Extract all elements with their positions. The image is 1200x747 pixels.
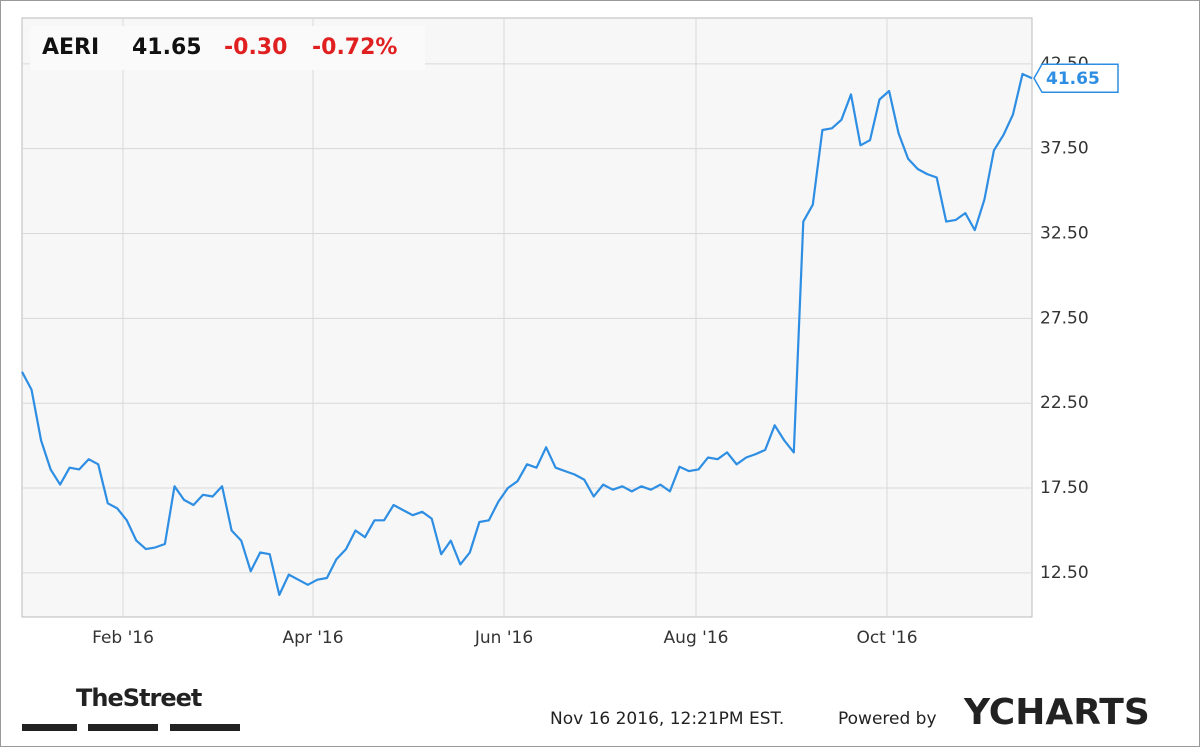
price-line xyxy=(21,72,1033,597)
logo-bar xyxy=(22,724,77,731)
logo-bar xyxy=(170,724,240,731)
ticker: AERI xyxy=(42,35,99,60)
y-tick-label: 27.50 xyxy=(1040,308,1089,328)
source-logo: TheStreet xyxy=(76,684,202,712)
y-tick-label: 37.50 xyxy=(1040,139,1089,159)
brand-logo: YCHARTS xyxy=(963,692,1150,733)
powered-by: Powered by xyxy=(838,709,937,729)
y-tick-label: 32.50 xyxy=(1040,224,1089,244)
change-pct: -0.72% xyxy=(312,35,397,60)
y-tick-label: 12.50 xyxy=(1040,563,1089,583)
x-tick-label: Oct '16 xyxy=(856,628,917,648)
last-value-label: 41.65 xyxy=(1046,69,1100,89)
price: 41.65 xyxy=(132,35,202,60)
y-tick-label: 17.50 xyxy=(1040,478,1089,498)
change: -0.30 xyxy=(224,35,287,60)
x-tick-label: Feb '16 xyxy=(92,628,154,648)
header-box xyxy=(30,26,425,70)
logo-bar xyxy=(88,724,158,731)
x-tick-label: Apr '16 xyxy=(282,628,343,648)
timestamp: Nov 16 2016, 12:21PM EST. xyxy=(550,709,784,729)
y-tick-label: 22.50 xyxy=(1040,393,1089,413)
x-tick-label: Aug '16 xyxy=(664,628,729,648)
last-value-tag xyxy=(1033,63,1119,93)
x-tick-label: Jun '16 xyxy=(474,628,533,648)
plot-area xyxy=(21,17,1033,618)
